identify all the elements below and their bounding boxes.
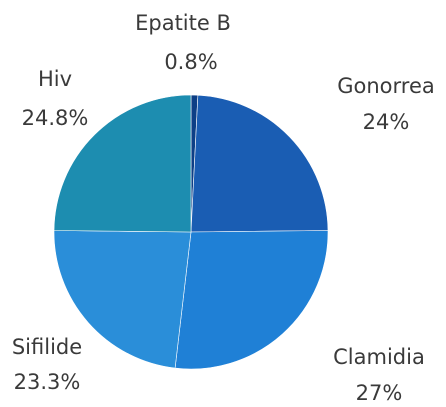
slice-label: Clamidia <box>333 345 425 369</box>
pie-slice <box>190 94 329 233</box>
pie-slice <box>53 94 192 233</box>
slice-value-label: 0.8% <box>164 50 217 74</box>
pie-slice <box>174 230 329 370</box>
slice-value-label: 27% <box>356 381 403 405</box>
slice-label: Epatite B <box>135 11 231 35</box>
pie-slice <box>53 230 192 369</box>
slice-value-label: 24.8% <box>22 106 89 130</box>
slice-label: Hiv <box>38 67 72 91</box>
slice-value-label: 23.3% <box>14 370 81 394</box>
slice-value-label: 24% <box>363 110 410 134</box>
slice-label: Gonorrea <box>337 74 435 98</box>
slice-label: Sifilide <box>12 335 82 359</box>
